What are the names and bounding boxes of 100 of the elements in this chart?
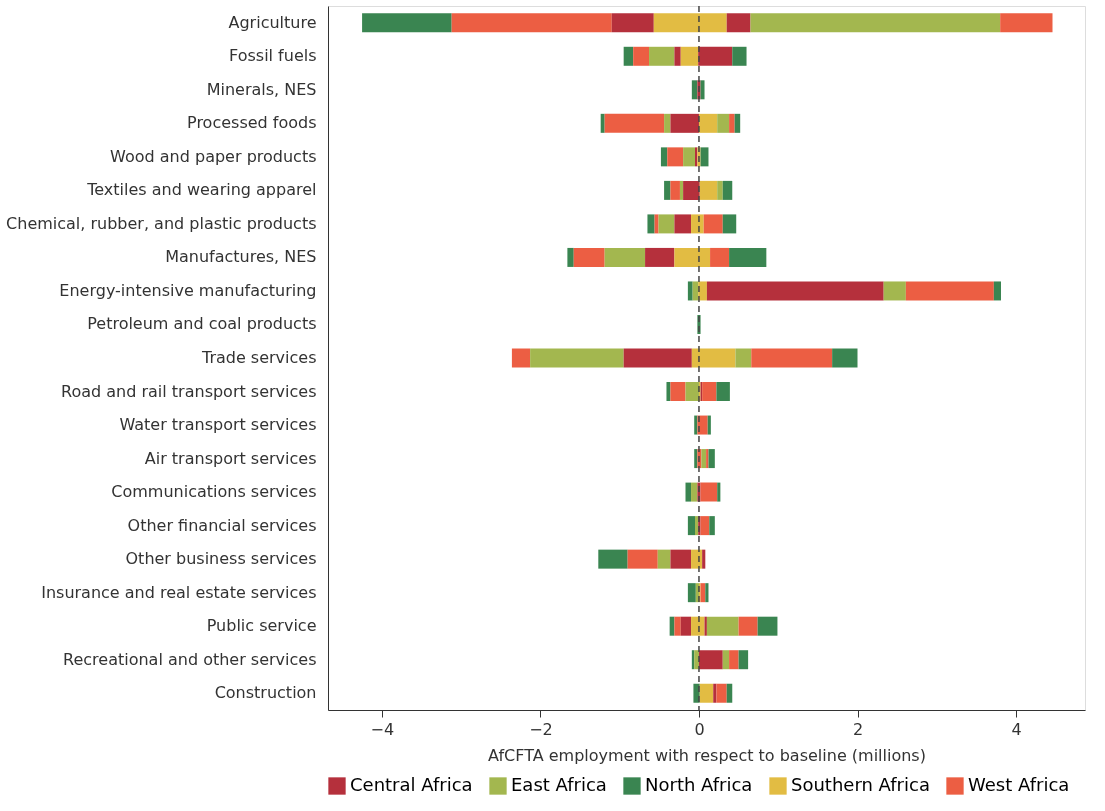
bar xyxy=(654,214,659,234)
bar xyxy=(694,449,698,469)
bar xyxy=(683,147,696,167)
bar xyxy=(699,180,718,200)
bar xyxy=(680,616,692,636)
bar xyxy=(683,180,700,200)
bar xyxy=(738,616,758,636)
bar xyxy=(717,180,723,200)
bar xyxy=(707,415,711,435)
bar xyxy=(687,516,696,536)
y-tick-label: Textiles and wearing apparel xyxy=(86,180,317,200)
y-tick-label: Energy-intensive manufacturing xyxy=(59,280,317,300)
y-tick-label: Chemical, rubber, and plastic products xyxy=(6,213,317,233)
bar xyxy=(699,683,714,703)
bar xyxy=(600,113,605,133)
bar xyxy=(674,247,711,267)
x-tick-label: −2 xyxy=(529,719,553,739)
y-tick-label: Wood and paper products xyxy=(110,146,317,166)
bar xyxy=(691,214,704,234)
y-tick-label: Public service xyxy=(206,616,317,636)
bar xyxy=(698,113,718,133)
y-tick-label: Fossil fuels xyxy=(229,46,317,66)
bar xyxy=(670,382,686,402)
x-tick-label: −4 xyxy=(370,719,395,739)
bar xyxy=(664,113,671,133)
bar xyxy=(905,281,994,301)
y-tick-label: Water transport services xyxy=(119,415,317,435)
bar xyxy=(645,247,675,267)
bar xyxy=(729,247,767,267)
bar xyxy=(674,616,681,636)
bar xyxy=(660,147,668,167)
bar xyxy=(685,482,692,502)
bar xyxy=(722,214,737,234)
y-tick-label: Other business services xyxy=(125,549,317,569)
bar xyxy=(623,348,692,368)
bar xyxy=(716,382,730,402)
y-tick-label: Other financial services xyxy=(127,515,317,535)
bar xyxy=(670,113,699,133)
bar xyxy=(757,616,778,636)
bar xyxy=(700,482,718,502)
bar xyxy=(647,214,655,234)
bar xyxy=(691,482,698,502)
bar xyxy=(993,281,1001,301)
legend-label: West Africa xyxy=(968,774,1070,795)
bar xyxy=(653,13,727,33)
bar xyxy=(680,46,699,66)
bar xyxy=(691,616,705,636)
bar xyxy=(726,13,751,33)
bar xyxy=(883,281,906,301)
bar xyxy=(716,683,727,703)
bar xyxy=(674,46,681,66)
bar xyxy=(670,549,692,569)
bar xyxy=(667,147,684,167)
bar xyxy=(362,13,452,33)
y-tick-label: Insurance and real estate services xyxy=(41,582,317,602)
y-tick-label: Minerals, NES xyxy=(206,79,317,99)
bar xyxy=(722,650,730,670)
bar xyxy=(698,46,733,66)
bar xyxy=(691,348,736,368)
bar xyxy=(604,113,665,133)
y-tick-label: Road and rail transport services xyxy=(61,381,317,401)
bar xyxy=(734,113,741,133)
y-tick-label: Trade services xyxy=(200,348,317,367)
y-tick-label: Construction xyxy=(214,683,317,703)
bar xyxy=(1000,13,1053,33)
legend-label: Southern Africa xyxy=(791,774,930,795)
bar xyxy=(700,80,705,100)
bar xyxy=(687,583,696,603)
bar xyxy=(627,549,658,569)
bar xyxy=(710,247,730,267)
bar xyxy=(573,247,605,267)
bar xyxy=(832,348,858,368)
bar xyxy=(530,348,624,368)
bar xyxy=(717,482,721,502)
bar xyxy=(729,113,735,133)
x-tick-label: 2 xyxy=(852,719,864,739)
bar xyxy=(732,46,747,66)
legend-label: East Africa xyxy=(511,774,607,795)
bar xyxy=(698,650,723,670)
bar xyxy=(700,516,710,536)
bar xyxy=(687,281,693,301)
legend-label: North Africa xyxy=(645,774,753,795)
bar xyxy=(674,214,692,234)
y-tick-label: Manufactures, NES xyxy=(165,247,317,267)
bar xyxy=(658,214,675,234)
bar xyxy=(611,13,654,33)
bar xyxy=(751,348,833,368)
bar xyxy=(451,13,612,33)
bar xyxy=(735,348,752,368)
bar xyxy=(706,616,739,636)
bar xyxy=(691,80,698,100)
bar xyxy=(709,516,715,536)
bar xyxy=(692,281,699,301)
bar xyxy=(729,650,739,670)
y-tick-label: Air transport services xyxy=(144,448,317,468)
y-tick-label: Communications services xyxy=(111,482,317,502)
bar xyxy=(604,247,646,267)
bar xyxy=(664,180,671,200)
bar xyxy=(703,214,723,234)
bar xyxy=(649,46,675,66)
